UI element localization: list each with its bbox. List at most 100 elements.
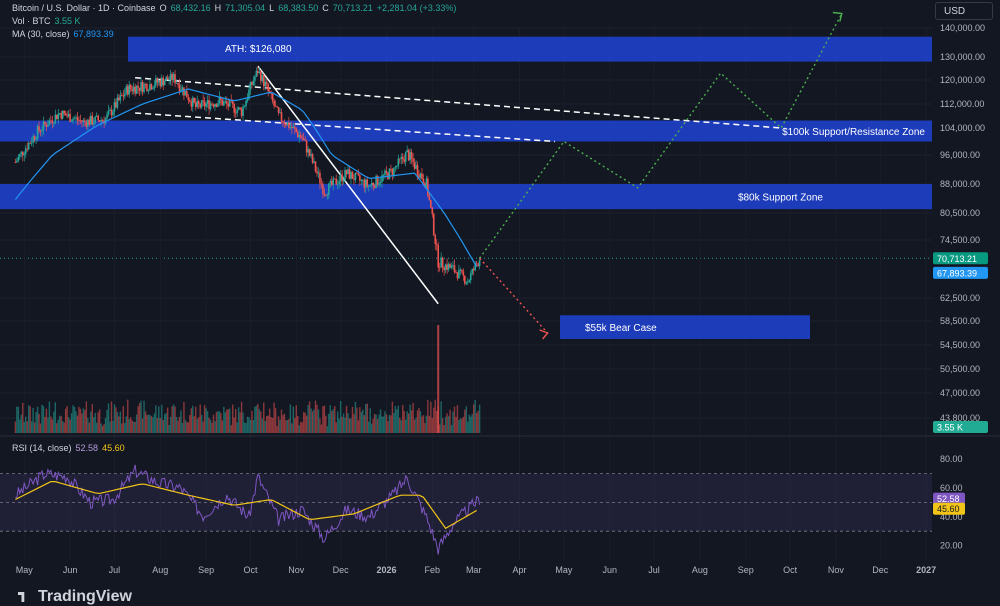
candle-body xyxy=(132,86,135,92)
candle-body xyxy=(419,173,422,178)
volume-bar xyxy=(47,417,49,433)
volume-bar xyxy=(73,406,76,433)
volume-bar xyxy=(461,418,463,433)
volume-bar xyxy=(72,405,74,433)
volume-bar xyxy=(224,412,227,433)
volume-bar xyxy=(27,405,30,433)
candle-body xyxy=(171,73,173,80)
candle-body xyxy=(302,138,305,140)
volume-bar xyxy=(22,402,24,433)
candle-body xyxy=(351,171,354,179)
candle-body xyxy=(311,154,314,163)
volume-bar xyxy=(388,414,391,433)
candle-body xyxy=(147,90,150,92)
time-tick-label: Jul xyxy=(648,565,660,575)
volume-bar xyxy=(261,418,263,433)
candle-body xyxy=(64,113,67,116)
rsi-tick-label: 80.00 xyxy=(940,454,963,464)
volume-bar xyxy=(221,420,224,433)
volume-bar xyxy=(90,411,92,433)
candle-body xyxy=(101,120,104,121)
volume-bar xyxy=(301,422,303,433)
volume-bar xyxy=(438,424,441,433)
zone-label: $55k Bear Case xyxy=(585,323,657,334)
candle-body xyxy=(329,181,332,184)
candle-body xyxy=(55,114,58,120)
candle-body xyxy=(350,171,352,179)
volume-bar xyxy=(446,413,448,433)
ma-legend[interactable]: MA (30, close) 67,893.39 xyxy=(12,29,114,39)
volume-bar xyxy=(260,411,262,433)
volume-bar xyxy=(169,416,172,433)
volume-bar xyxy=(178,416,181,433)
volume-bar xyxy=(280,409,283,433)
volume-bar xyxy=(283,413,286,433)
volume-bar xyxy=(206,411,209,433)
volume-bar xyxy=(370,423,373,433)
time-axis[interactable]: May Jun Jul Aug Sep Oct Nov Dec 2026 Feb Mar Apr May… xyxy=(16,565,936,575)
volume-bar xyxy=(96,422,98,433)
volume-bar xyxy=(88,422,91,433)
candle-body xyxy=(79,120,82,122)
candle-body xyxy=(372,182,374,186)
candle-body xyxy=(85,121,88,127)
volume-bar xyxy=(155,405,157,433)
volume-bar xyxy=(282,415,284,433)
candle-body xyxy=(53,123,55,124)
candle-body xyxy=(260,71,262,81)
volume-bar xyxy=(101,426,104,433)
symbol-name: Bitcoin / U.S. Dollar · 1D · Coinbase xyxy=(12,3,156,13)
volume-bar xyxy=(203,405,206,433)
volume-bar xyxy=(189,414,191,433)
volume-bar xyxy=(205,408,207,433)
candle-body xyxy=(322,184,324,194)
candle-body xyxy=(240,108,243,116)
volume-bar xyxy=(365,404,367,433)
candle-body xyxy=(475,263,478,265)
high-value: 71,305.04 xyxy=(225,3,266,13)
volume-bar xyxy=(351,406,354,433)
candle-body xyxy=(32,136,34,143)
candle-body xyxy=(404,152,407,162)
candle-body xyxy=(362,179,364,181)
candle-body xyxy=(172,74,175,80)
candle-body xyxy=(78,120,80,122)
candle-body xyxy=(239,107,241,109)
volume-bar xyxy=(273,402,275,433)
time-tick-label: Apr xyxy=(513,565,527,575)
candle-body xyxy=(60,113,63,119)
candle-body xyxy=(425,178,428,188)
trendline xyxy=(135,112,556,143)
volume-value: 3.55 K xyxy=(54,16,81,26)
candle-body xyxy=(63,110,65,114)
rsi-legend[interactable]: RSI (14, close) 52.58 45.60 xyxy=(12,443,125,453)
zone-rect xyxy=(0,120,932,142)
volume-bar xyxy=(363,415,365,433)
volume-bar xyxy=(227,409,229,433)
volume-bar xyxy=(69,419,71,433)
price-axis[interactable]: 140,000.00 130,000.00 120,000.00 112,000.00… xyxy=(933,23,988,433)
volume-bar xyxy=(465,406,468,433)
currency-button[interactable]: USD xyxy=(935,2,993,20)
zone-labels: $100k Support/Resistance Zone $80k Suppor… xyxy=(225,44,925,334)
volume-bar xyxy=(350,418,352,433)
candle-body xyxy=(330,181,333,185)
zones xyxy=(0,36,932,339)
volume-bar xyxy=(276,426,278,433)
candle-body xyxy=(166,77,169,80)
candle-body xyxy=(72,118,74,122)
candle-body xyxy=(410,152,413,159)
volume-legend[interactable]: Vol · BTC 3.55 K xyxy=(12,16,81,26)
candle-body xyxy=(319,172,321,184)
candle-body xyxy=(110,109,113,116)
candle-body xyxy=(400,156,403,159)
volume-bar xyxy=(236,422,238,433)
volume-bar xyxy=(165,412,167,433)
volume-bar xyxy=(128,418,130,433)
volume-bar xyxy=(418,407,420,433)
candle-body xyxy=(455,271,457,273)
price-tick-label: 96,000.00 xyxy=(940,150,980,160)
volume-bar xyxy=(329,405,331,433)
